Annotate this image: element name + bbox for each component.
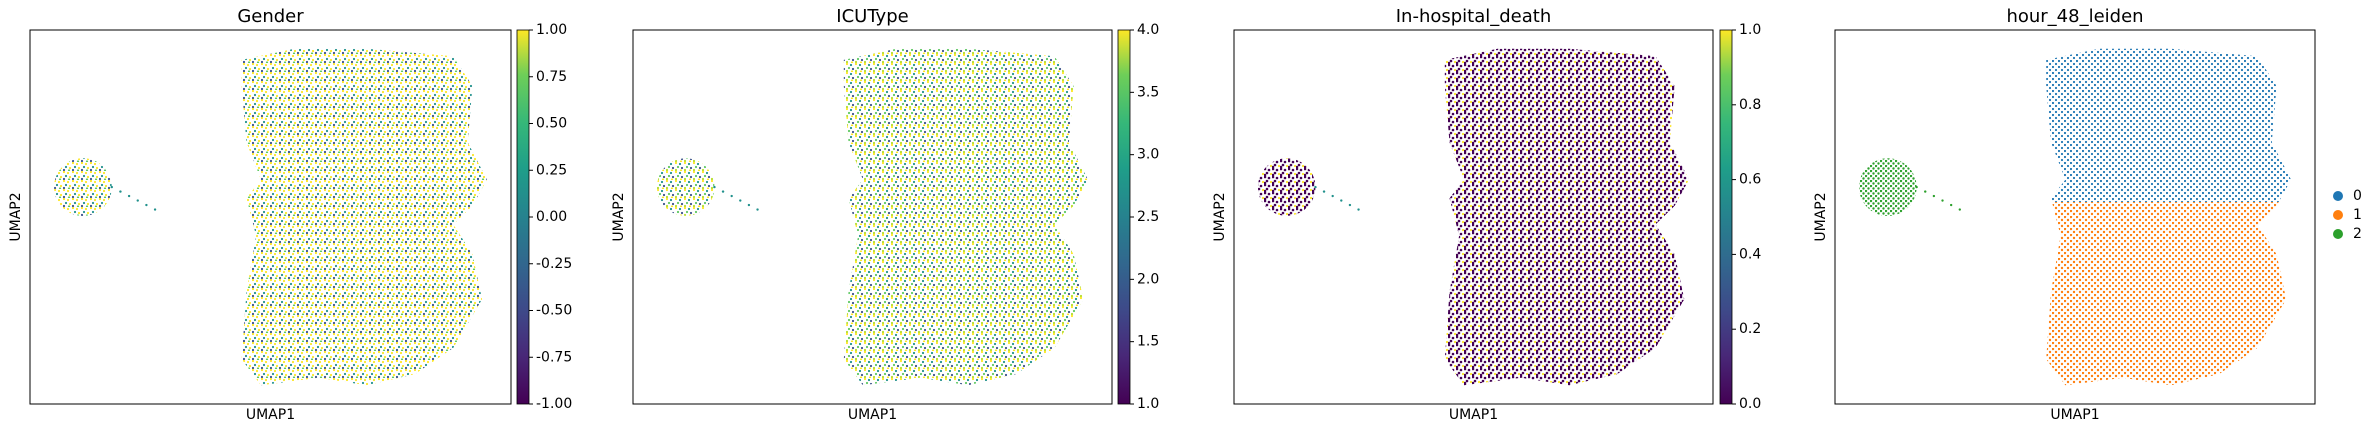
point-cloud xyxy=(1444,48,1689,386)
legend-label: 1 xyxy=(2353,207,2362,223)
legend-marker xyxy=(2333,210,2343,220)
y-axis-label: UMAP2 xyxy=(8,192,24,241)
point xyxy=(1949,203,1953,207)
point xyxy=(1340,199,1343,202)
legend-label: 0 xyxy=(2353,188,2362,204)
title: In-hospital_death xyxy=(1396,6,1552,27)
panel: hour_48_leiden UMAP1 UMAP2 0 1 2 xyxy=(1813,6,2362,423)
x-axis-label: UMAP1 xyxy=(848,407,897,423)
colorbar-tick-label: 0.50 xyxy=(536,116,567,132)
point xyxy=(136,199,139,202)
axes-frame xyxy=(1233,29,1714,405)
panel: ICUType UMAP1 UMAP2 1.0 1.5 2.0 2.5 3.0 3.5 4.0 xyxy=(611,6,1159,423)
point xyxy=(1357,208,1360,211)
colorbar-tick-label: -0.75 xyxy=(536,349,572,365)
point xyxy=(153,208,157,211)
colorbar-tick-label: 0.8 xyxy=(1739,97,1761,113)
x-axis-label: UMAP1 xyxy=(2050,407,2099,423)
cluster-region xyxy=(2046,48,2291,203)
colorbar-tick-label: 0.00 xyxy=(536,209,567,225)
point-cloud xyxy=(241,48,487,386)
y-axis-label: UMAP2 xyxy=(1813,192,1829,241)
x-axis-label: UMAP1 xyxy=(246,407,295,423)
point xyxy=(1348,203,1352,207)
point xyxy=(1331,194,1334,198)
point xyxy=(119,190,122,193)
colorbar-tick-label: 1.0 xyxy=(1137,396,1159,412)
colorbar-tick-label: -0.25 xyxy=(536,256,572,272)
colorbar-tick-label: 3.0 xyxy=(1137,147,1159,163)
point xyxy=(127,194,131,198)
colorbar-tick-label: 1.0 xyxy=(1739,22,1761,38)
colorbar-tick-label: 0.4 xyxy=(1739,246,1761,262)
axes-frame xyxy=(632,29,1113,405)
colorbar xyxy=(516,29,530,405)
colorbar-tick-label: 0.6 xyxy=(1739,172,1761,188)
x-axis-label: UMAP1 xyxy=(1449,407,1498,423)
point-cloud xyxy=(1257,158,1316,216)
colorbar-tick-label: 2.0 xyxy=(1137,271,1159,287)
point xyxy=(1924,190,1927,193)
cluster-region xyxy=(1859,158,1917,216)
title: Gender xyxy=(237,6,304,27)
point xyxy=(747,203,751,207)
axes-frame xyxy=(29,29,512,405)
colorbar-tick-label: -0.50 xyxy=(536,303,572,319)
y-axis-label: UMAP2 xyxy=(1212,192,1228,241)
colorbar-tick-label: 0.75 xyxy=(536,69,567,85)
point xyxy=(1932,194,1936,198)
point-cloud xyxy=(843,48,1088,386)
colorbar-tick-label: 1.5 xyxy=(1137,334,1159,350)
title: ICUType xyxy=(836,6,908,27)
colorbar-tick-label: 3.5 xyxy=(1137,84,1159,100)
colorbar-tick-label: 4.0 xyxy=(1137,22,1159,38)
point xyxy=(756,208,759,211)
point xyxy=(1314,185,1317,189)
point xyxy=(1941,199,1944,202)
point xyxy=(739,199,742,202)
panel: In-hospital_death UMAP1 UMAP2 0.0 0.2 0.4 0.6 0… xyxy=(1212,6,1761,423)
axes-frame xyxy=(1834,29,2316,405)
point xyxy=(730,194,733,198)
point xyxy=(721,190,725,193)
point-cloud xyxy=(656,158,715,216)
title: hour_48_leiden xyxy=(2006,6,2143,27)
colorbar-tick-label: 1.00 xyxy=(536,22,567,38)
colorbar xyxy=(1719,29,1733,405)
colorbar xyxy=(1117,29,1131,405)
point xyxy=(1322,190,1326,193)
colorbar-tick-label: 0.0 xyxy=(1739,396,1761,412)
point xyxy=(145,203,148,207)
legend-label: 2 xyxy=(2353,226,2362,242)
point xyxy=(110,185,113,189)
colorbar-tick-label: 2.5 xyxy=(1137,209,1159,225)
point xyxy=(1915,185,1918,189)
colorbar-tick-label: 0.2 xyxy=(1739,321,1761,337)
colorbar-tick-label: 0.25 xyxy=(536,162,567,178)
point xyxy=(713,185,716,189)
legend-marker xyxy=(2333,191,2343,201)
point-cloud xyxy=(54,158,112,216)
y-axis-label: UMAP2 xyxy=(611,192,627,241)
legend-marker xyxy=(2333,229,2343,239)
cluster-region xyxy=(2046,202,2291,386)
point xyxy=(1958,208,1962,211)
panel: Gender UMAP1 UMAP2 -1.00 -0.75 -0.50 -0.25 0.00… xyxy=(8,6,572,423)
colorbar-tick-label: -1.00 xyxy=(536,396,572,412)
